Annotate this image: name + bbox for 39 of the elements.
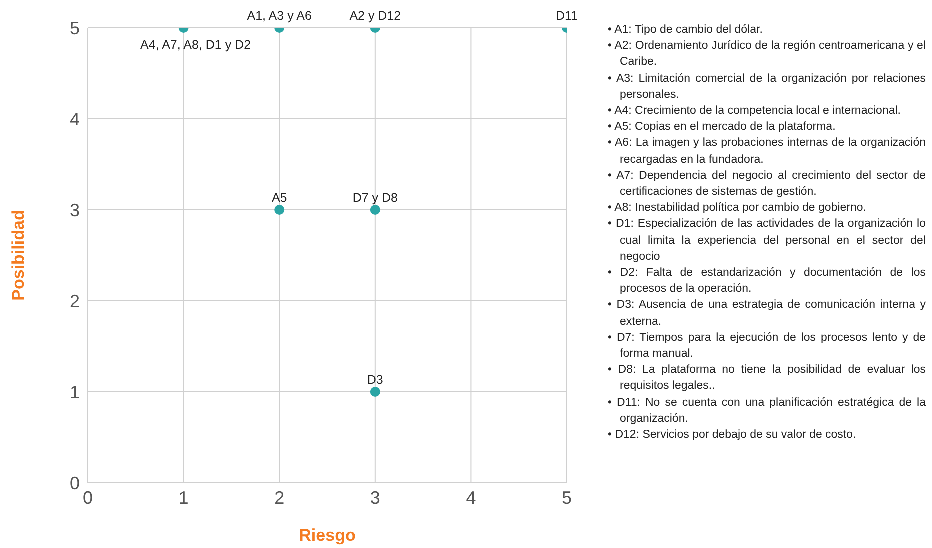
y-tick-label: 3 bbox=[70, 200, 80, 220]
annotation: D3 bbox=[367, 373, 384, 387]
text: • D3: Ausencia de una estrategia de comunicación interna y externa. bbox=[608, 298, 926, 330]
text: • A8: Inestabilidad política por cambio de gobierno. bbox=[608, 201, 868, 216]
text: • D11: No se cuenta con una planificación estratégica de la organización. bbox=[608, 396, 926, 427]
point bbox=[370, 205, 380, 215]
y-tick-label: 0 bbox=[70, 473, 80, 494]
text: • D8: La plataforma no tiene la posibilidad de evaluar los requisitos legales.. bbox=[608, 363, 926, 394]
y-tick-label: 4 bbox=[70, 109, 80, 130]
text: • D12: Servicios por debajo de su valor de costo. bbox=[608, 428, 858, 444]
x-tick-label: 0 bbox=[82, 488, 94, 508]
text: • A1: Tipo de cambio del dólar. bbox=[608, 23, 764, 38]
annotation: A4, A7, A8, D1 y D2 bbox=[140, 38, 252, 52]
text: • A4: Crecimiento de la competencia local e internacional. bbox=[608, 104, 902, 120]
text: • D7: Tiempos para la ejecución de los procesos lento y de forma manual. bbox=[608, 330, 926, 362]
point bbox=[370, 387, 380, 397]
x-tick-label: 4 bbox=[466, 488, 476, 508]
x-tick-label: 3 bbox=[370, 488, 380, 508]
annotation: A2 y D12 bbox=[350, 9, 402, 23]
text: • A6: La imagen y las probaciones internas de la organización recargadas en la fundadora. bbox=[608, 136, 926, 168]
annotation: D11 bbox=[556, 9, 578, 23]
y-tick-label: 2 bbox=[70, 291, 80, 312]
annotation: D7 y D8 bbox=[352, 191, 398, 205]
text: • A3: Limitación comercial de la organización por relaciones personales. bbox=[608, 72, 926, 103]
y-axis-title: Posibilidad bbox=[9, 210, 28, 301]
y-tick-label: 1 bbox=[70, 382, 80, 402]
annotation: A5 bbox=[272, 191, 288, 205]
text: • A7: Dependencia del negocio al crecimiento del sector de certificaciones de sistemas de gestión. bbox=[608, 168, 926, 200]
point bbox=[274, 205, 285, 215]
y-tick-label: 5 bbox=[70, 18, 80, 38]
text: • D2: Falta de estandarización y documentación de los procesos de la operación. bbox=[608, 266, 926, 298]
x-tick-label: 5 bbox=[562, 488, 572, 508]
x-tick-label: 2 bbox=[274, 488, 285, 508]
text: • A2: Ordenamiento Jurídico de la región centroamericana y el Caribe. bbox=[608, 39, 926, 70]
text: • D1: Especialización de las actividades de la organización lo cual limita la experiencia del personal en el sector del negocio bbox=[608, 217, 926, 265]
x-tick-label: 1 bbox=[178, 488, 189, 508]
text: • A5: Copias en el mercado de la plataforma. bbox=[608, 120, 837, 136]
x-axis-title: Riesgo bbox=[299, 526, 356, 545]
annotation: A1, A3 y A6 bbox=[247, 9, 312, 23]
